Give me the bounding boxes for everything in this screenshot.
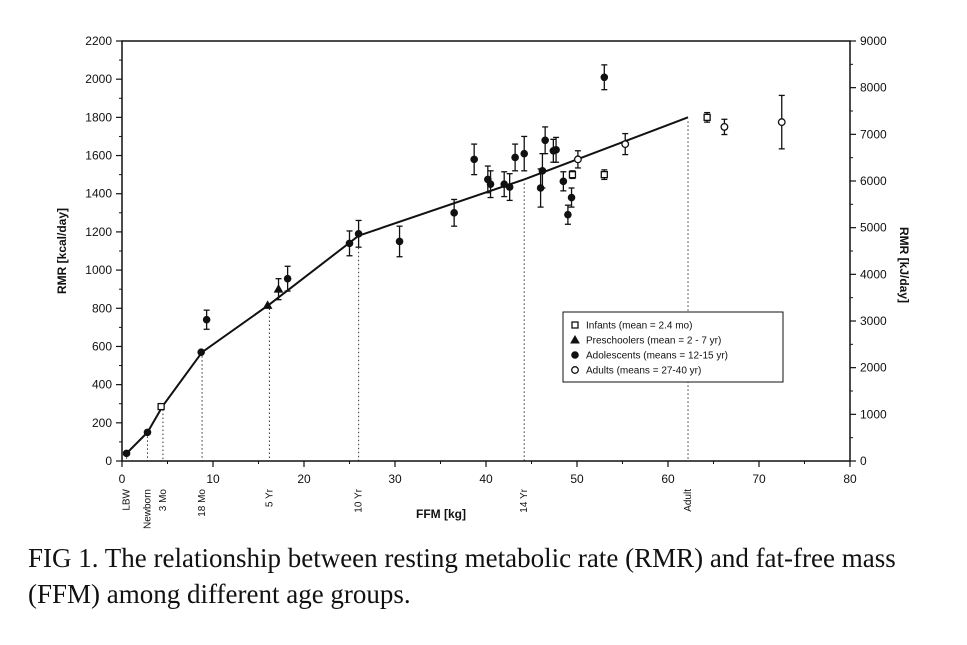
y2-tick-label: 2000	[860, 361, 887, 375]
data-point	[520, 149, 529, 158]
age-marker-label: 18 Mo	[197, 489, 208, 517]
data-point	[273, 284, 284, 293]
plot-frame	[121, 40, 851, 462]
data-point	[122, 449, 131, 458]
data-point	[283, 274, 292, 283]
trend-line	[125, 116, 689, 455]
data-point	[541, 136, 549, 145]
y-tick-label: 0	[105, 454, 112, 468]
x-tick-label: 40	[479, 472, 493, 486]
y-tick-label: 200	[92, 416, 112, 430]
y-tick-label: 1800	[85, 110, 112, 124]
y2-tick-label: 9000	[860, 34, 887, 48]
y2-tick-label: 0	[860, 454, 867, 468]
age-guide-lines	[126, 121, 689, 461]
data-point	[559, 177, 568, 186]
data-point	[552, 146, 560, 154]
legend-marker	[571, 321, 579, 329]
y-tick-label: 1000	[85, 263, 112, 277]
data-point	[197, 348, 205, 356]
y-axis-title: RMR [kcal/day]	[55, 208, 69, 294]
y2-tick-label: 4000	[860, 267, 887, 281]
data-point	[505, 183, 514, 191]
data-point	[567, 193, 576, 202]
data-point	[564, 210, 572, 219]
y2-tick-label: 5000	[860, 221, 887, 235]
age-marker-label: Adult	[683, 489, 694, 512]
y-tick-label: 2000	[85, 72, 112, 86]
data-point	[450, 209, 458, 217]
y2-axis-title: RMR [kJ/day]	[897, 227, 911, 303]
age-marker-labels: LBW Newborn 3 Mo 18 Mo 5 Yr 10 Yr 14 Yr Adult	[122, 488, 694, 529]
data-point	[345, 239, 354, 248]
age-marker-label: 10 Yr	[354, 488, 365, 512]
legend-label: Preschoolers (mean = 2 - 7 yr)	[586, 336, 721, 347]
age-marker-label: Newborn	[142, 489, 153, 529]
x-tick-label: 70	[752, 472, 766, 486]
data-point	[568, 170, 577, 179]
data-point	[573, 155, 582, 164]
y2-tick-label: 7000	[860, 127, 887, 141]
data-point	[703, 113, 711, 122]
legend-box	[562, 311, 784, 383]
y2-tick-label: 3000	[860, 314, 887, 328]
y-tick-label: 800	[92, 301, 112, 315]
x-tick-label: 10	[206, 472, 220, 486]
x-tick-label: 0	[119, 472, 126, 486]
age-marker-label: 14 Yr	[519, 488, 530, 512]
x-tick-label: 20	[297, 472, 311, 486]
data-point	[486, 180, 495, 188]
data-point	[143, 428, 152, 437]
age-marker-label: 5 Yr	[264, 488, 275, 507]
y2-tick-label: 1000	[860, 407, 887, 421]
data-point	[202, 315, 211, 324]
data-point	[777, 118, 786, 127]
data-points	[122, 64, 786, 458]
axes: 0 10 20 30 40 50 60 70 8002004006008001000120014…	[85, 34, 887, 486]
x-tick-label: 60	[661, 472, 675, 486]
x-tick-label: 30	[388, 472, 402, 486]
y-tick-label: 400	[92, 378, 112, 392]
y-tick-label: 600	[92, 339, 112, 353]
data-point	[600, 73, 609, 82]
data-point	[395, 237, 404, 246]
legend-label: Infants (mean = 2.4 mo)	[586, 321, 692, 332]
data-point	[720, 122, 729, 131]
figure-caption: FIG 1. The relationship between resting …	[28, 543, 896, 609]
data-point	[354, 230, 363, 238]
y-tick-label: 2200	[85, 34, 112, 48]
x-tick-label: 80	[843, 472, 857, 486]
data-point	[538, 167, 547, 175]
legend-label: Adolescents (means = 12-15 yr)	[586, 351, 728, 362]
legend-marker	[571, 351, 579, 359]
legend-marker	[571, 366, 579, 374]
y2-tick-label: 8000	[860, 81, 887, 95]
age-marker-label: LBW	[122, 488, 133, 510]
y-tick-label: 1400	[85, 187, 112, 201]
x-axis-title: FFM [kg]	[416, 507, 466, 521]
y-tick-label: 1600	[85, 149, 112, 163]
x-tick-label: 50	[570, 472, 584, 486]
y2-tick-label: 6000	[860, 174, 887, 188]
legend-label: Adults (means = 27-40 yr)	[586, 366, 701, 377]
data-point	[470, 155, 478, 164]
rmr-ffm-chart: 0 10 20 30 40 50 60 70 8002004006008001000120014…	[55, 34, 911, 529]
legend: Infants (mean = 2.4 mo) Preschoolers (mea…	[562, 311, 784, 383]
legend-marker	[570, 334, 580, 344]
data-point	[621, 140, 630, 149]
data-point	[600, 170, 608, 179]
data-point	[262, 300, 273, 309]
age-marker-label: 3 Mo	[158, 489, 169, 512]
data-point	[511, 153, 519, 162]
y-tick-label: 1200	[85, 225, 112, 239]
data-point	[157, 402, 165, 411]
